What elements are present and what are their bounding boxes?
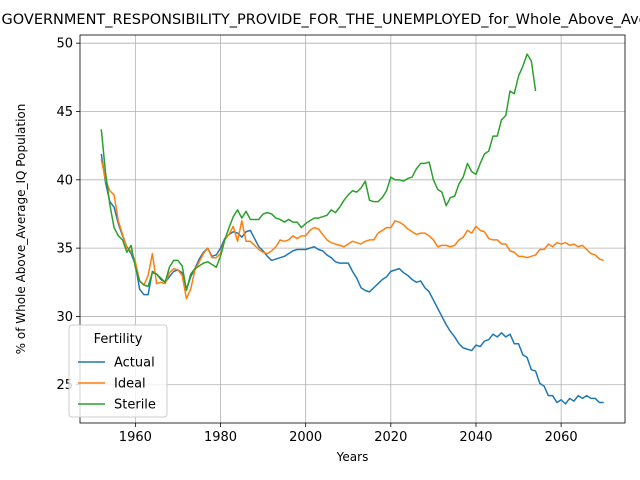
x-tick-label: 1980 [204, 430, 237, 445]
series-lines [100, 53, 604, 405]
legend-title: Fertility [94, 332, 143, 347]
x-tick-label: 2020 [374, 430, 407, 445]
y-tick-label: 35 [56, 242, 73, 257]
y-axis-label: % of Whole Above_Average_IQ Population [14, 104, 28, 355]
legend-label-ideal: Ideal [114, 377, 146, 392]
x-tick-label: 1960 [119, 430, 152, 445]
grid-lines [80, 35, 625, 423]
y-tick-label: 45 [56, 105, 73, 120]
x-tick-label: 2060 [545, 430, 578, 445]
series-line-ideal [100, 159, 604, 300]
x-axis-label: Years [336, 450, 369, 464]
plot-area-frame [79, 34, 626, 424]
legend-box [68, 324, 168, 418]
y-tick-label: 50 [56, 37, 73, 52]
series-line-sterile [100, 53, 537, 292]
y-tick-label: 30 [56, 310, 73, 325]
legend-label-actual: Actual [114, 356, 155, 371]
legend: Fertility Actual Ideal Sterile [68, 324, 168, 418]
chart-title: GOVERNMENT_RESPONSIBILITY_PROVIDE_FOR_TH… [2, 12, 640, 28]
y-tick-label: 40 [56, 173, 73, 188]
x-tick-label: 2040 [459, 430, 492, 445]
legend-label-sterile: Sterile [114, 398, 156, 413]
x-tick-label: 2000 [289, 430, 322, 445]
